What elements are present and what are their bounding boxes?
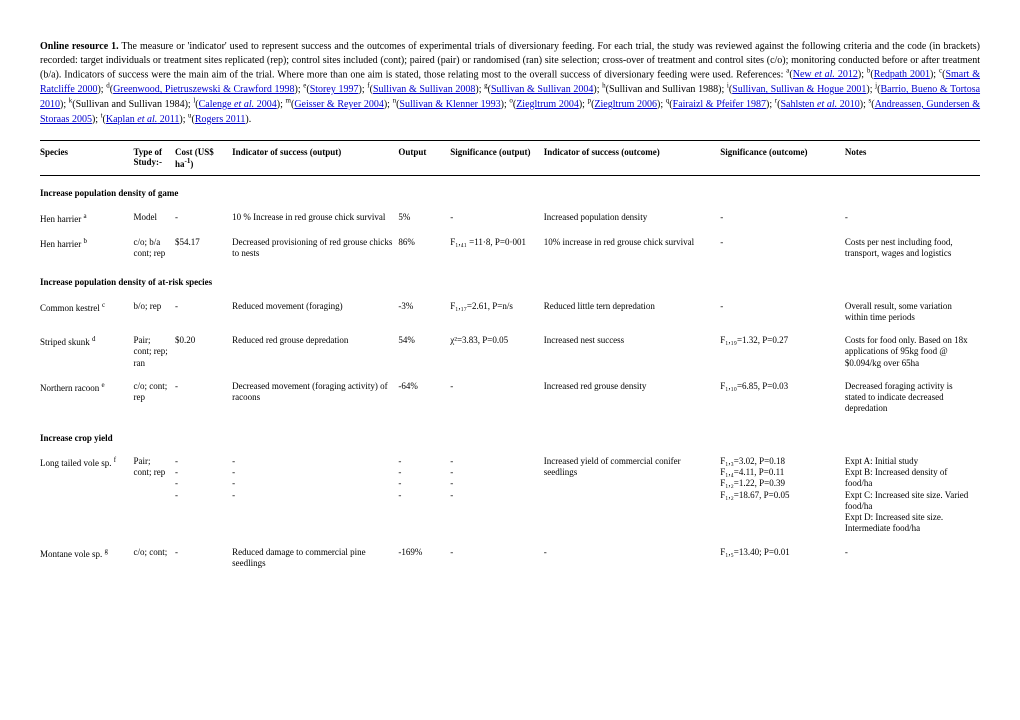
cell-species: Striped skunk d [40, 329, 133, 375]
cell-indicator-outcome: - [544, 541, 721, 576]
cell-sig-outcome: F₁,₁₀=6.85, P=0.03 [720, 375, 845, 421]
cell-sig-outcome: - [720, 231, 845, 266]
cell-indicator-output: Reduced movement (foraging) [232, 295, 398, 330]
cell-cost: ---- [175, 450, 232, 541]
cell-notes: - [845, 541, 980, 576]
cell-indicator-outcome: Increased yield of commercial conifer se… [544, 450, 721, 541]
cell-sig-outcome: F₁,₅=13.40; P=0.01 [720, 541, 845, 576]
section-header: Increase population density of game [40, 176, 980, 206]
table-row: Common kestrel cb/o; rep-Reduced movemen… [40, 295, 980, 330]
cell-type: b/o; rep [133, 295, 175, 330]
cell-sig-output: χ²=3.83, P=0.05 [450, 329, 543, 375]
cell-output: 5% [398, 206, 450, 231]
cell-notes: Overall result, some variation within ti… [845, 295, 980, 330]
cell-cost: $54.17 [175, 231, 232, 266]
header-notes: Notes [845, 141, 980, 176]
cell-indicator-outcome: Increased red grouse density [544, 375, 721, 421]
table-row: Hen harrier bc/o; b/a cont; rep$54.17Dec… [40, 231, 980, 266]
cell-type: c/o; cont; [133, 541, 175, 576]
intro-title: Online resource 1. [40, 41, 119, 52]
cell-sig-output: - [450, 206, 543, 231]
cell-indicator-outcome: Reduced little tern depredation [544, 295, 721, 330]
cell-indicator-outcome: 10% increase in red grouse chick surviva… [544, 231, 721, 266]
cell-output: ---- [398, 450, 450, 541]
header-cost: Cost (US$ ha-1) [175, 141, 232, 176]
cell-sig-output: F₁,₁₇=2.61, P=n/s [450, 295, 543, 330]
cell-indicator-output: Reduced damage to commercial pine seedli… [232, 541, 398, 576]
cell-indicator-outcome: Increased nest success [544, 329, 721, 375]
cell-sig-outcome: F₁,₁₉=1.32, P=0.27 [720, 329, 845, 375]
cell-indicator-output: Reduced red grouse depredation [232, 329, 398, 375]
cell-notes: - [845, 206, 980, 231]
cell-species: Long tailed vole sp. f [40, 450, 133, 541]
header-sig-output: Significance (output) [450, 141, 543, 176]
header-type: Type of Study:- [133, 141, 175, 176]
cell-sig-output: ---- [450, 450, 543, 541]
cell-cost: $0.20 [175, 329, 232, 375]
table-row: Striped skunk dPair; cont; rep; ran$0.20… [40, 329, 980, 375]
cell-sig-output: - [450, 375, 543, 421]
table-row: Long tailed vole sp. fPair; cont; rep---… [40, 450, 980, 541]
cell-type: c/o; b/a cont; rep [133, 231, 175, 266]
cell-type: Pair; cont; rep [133, 450, 175, 541]
cell-type: Pair; cont; rep; ran [133, 329, 175, 375]
cell-type: c/o; cont; rep [133, 375, 175, 421]
cell-output: -169% [398, 541, 450, 576]
cell-cost: - [175, 206, 232, 231]
section-header: Increase population density of at-risk s… [40, 265, 980, 294]
cell-sig-outcome: F₁,₃=3.02, P=0.18F₁,₄=4.11, P=0.11F₁,₂=1… [720, 450, 845, 541]
section-header: Increase crop yield [40, 421, 980, 450]
cell-cost: - [175, 541, 232, 576]
results-table: Species Type of Study:- Cost (US$ ha-1) … [40, 140, 980, 575]
cell-indicator-output: Decreased provisioning of red grouse chi… [232, 231, 398, 266]
header-output: Output [398, 141, 450, 176]
cell-species: Hen harrier a [40, 206, 133, 231]
cell-output: -64% [398, 375, 450, 421]
cell-indicator-output: Decreased movement (foraging activity) o… [232, 375, 398, 421]
header-indicator-output: Indicator of success (output) [232, 141, 398, 176]
table-row: Montane vole sp. gc/o; cont;-Reduced dam… [40, 541, 980, 576]
header-indicator-outcome: Indicator of success (outcome) [544, 141, 721, 176]
cell-species: Montane vole sp. g [40, 541, 133, 576]
cell-notes: Costs per nest including food, transport… [845, 231, 980, 266]
cell-output: 54% [398, 329, 450, 375]
cell-species: Northern racoon e [40, 375, 133, 421]
cell-species: Common kestrel c [40, 295, 133, 330]
cell-sig-output: F₁,₄₁ =11·8, P=0·001 [450, 231, 543, 266]
header-sig-outcome: Significance (outcome) [720, 141, 845, 176]
header-species: Species [40, 141, 133, 176]
cell-cost: - [175, 295, 232, 330]
cell-indicator-outcome: Increased population density [544, 206, 721, 231]
cell-species: Hen harrier b [40, 231, 133, 266]
cell-type: Model [133, 206, 175, 231]
cell-indicator-output: ---- [232, 450, 398, 541]
cell-output: 86% [398, 231, 450, 266]
cell-sig-output: - [450, 541, 543, 576]
intro-paragraph: Online resource 1. The measure or 'indic… [40, 40, 980, 126]
table-body: Increase population density of gameHen h… [40, 176, 980, 575]
cell-notes: Costs for food only. Based on 18x applic… [845, 329, 980, 375]
cell-notes: Decreased foraging activity is stated to… [845, 375, 980, 421]
cell-notes: Expt A: Initial studyExpt B: Increased d… [845, 450, 980, 541]
cell-sig-outcome: - [720, 295, 845, 330]
cell-indicator-output: 10 % Increase in red grouse chick surviv… [232, 206, 398, 231]
cell-sig-outcome: - [720, 206, 845, 231]
table-row: Northern racoon ec/o; cont; rep-Decrease… [40, 375, 980, 421]
table-row: Hen harrier aModel-10 % Increase in red … [40, 206, 980, 231]
cell-cost: - [175, 375, 232, 421]
cell-output: -3% [398, 295, 450, 330]
